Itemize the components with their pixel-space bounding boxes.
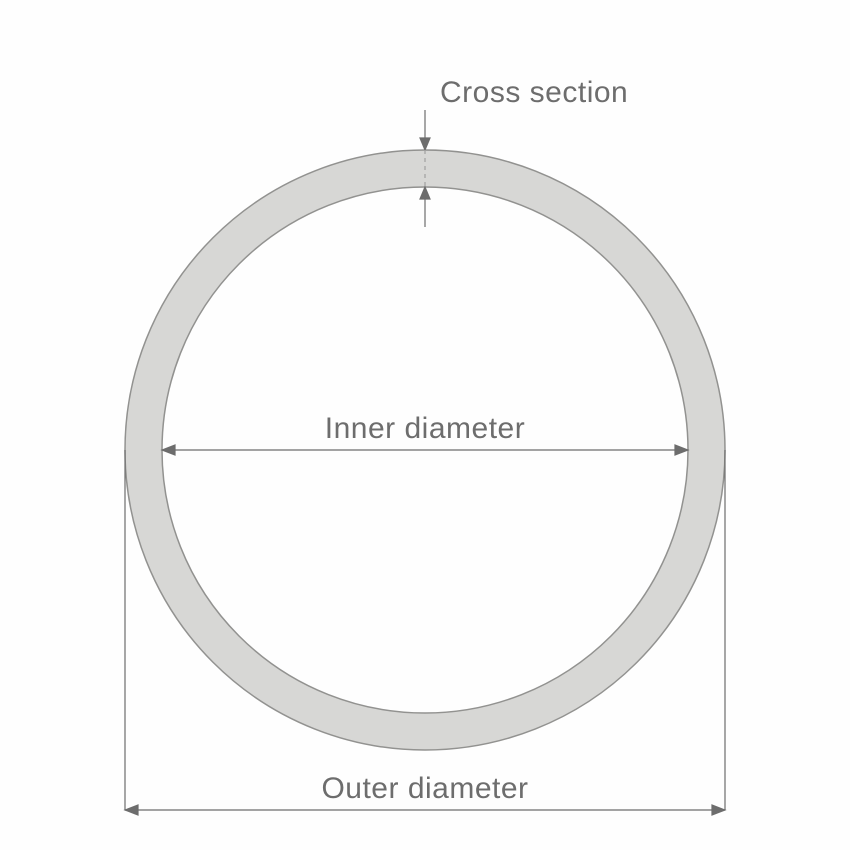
outer-diameter-dimension [125, 805, 725, 815]
cross-section-label: Cross section [440, 76, 628, 109]
outer-diameter-label: Outer diameter [321, 772, 528, 805]
ring-dimension-diagram: Outer diameter Inner diameter Cross sect… [0, 0, 850, 850]
inner-diameter-label: Inner diameter [325, 412, 525, 445]
